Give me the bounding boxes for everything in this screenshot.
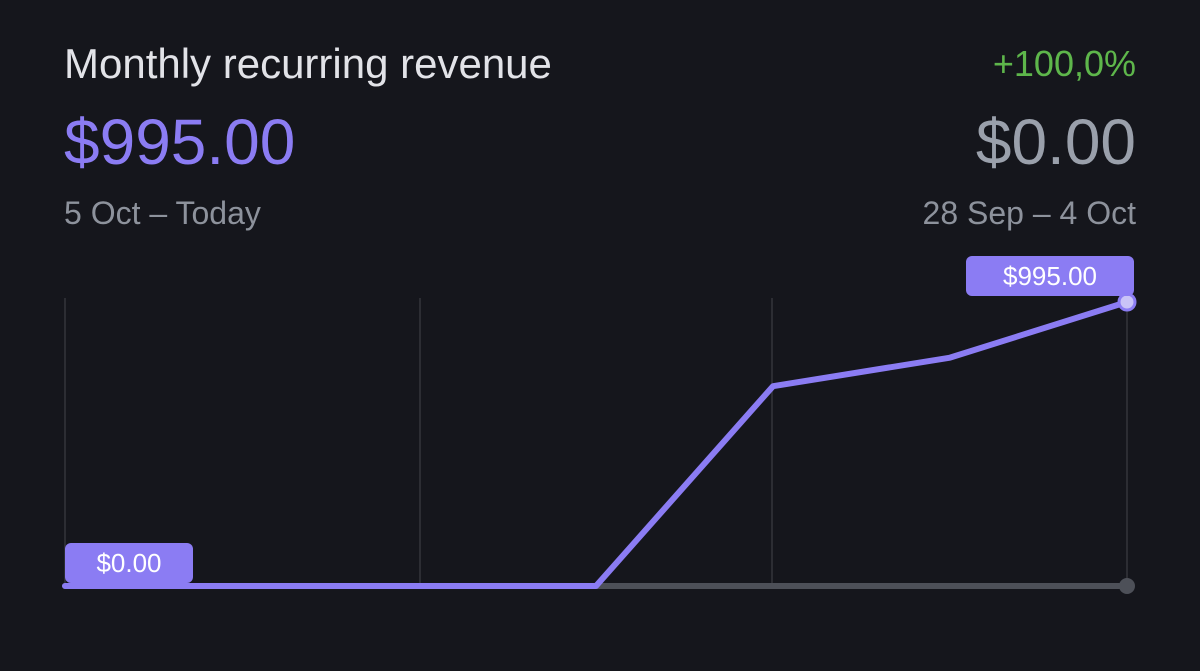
current-period-end-point bbox=[1117, 292, 1137, 312]
previous-period-value: $0.00 bbox=[975, 106, 1136, 178]
end-value-label: $995.00 bbox=[966, 256, 1134, 296]
change-percentage: +100,0% bbox=[992, 43, 1136, 84]
gridlines bbox=[64, 298, 1128, 586]
current-period-value: $995.00 bbox=[64, 106, 296, 178]
previous-period-range: 28 Sep – 4 Oct bbox=[922, 195, 1136, 231]
start-value-label: $0.00 bbox=[65, 543, 193, 583]
end-value-text: $995.00 bbox=[1003, 261, 1097, 291]
previous-period-end-point bbox=[1119, 578, 1135, 594]
start-value-text: $0.00 bbox=[96, 548, 161, 578]
card-title: Monthly recurring revenue bbox=[64, 40, 552, 87]
current-period-range: 5 Oct – Today bbox=[64, 195, 261, 231]
current-period-line bbox=[62, 299, 1130, 589]
